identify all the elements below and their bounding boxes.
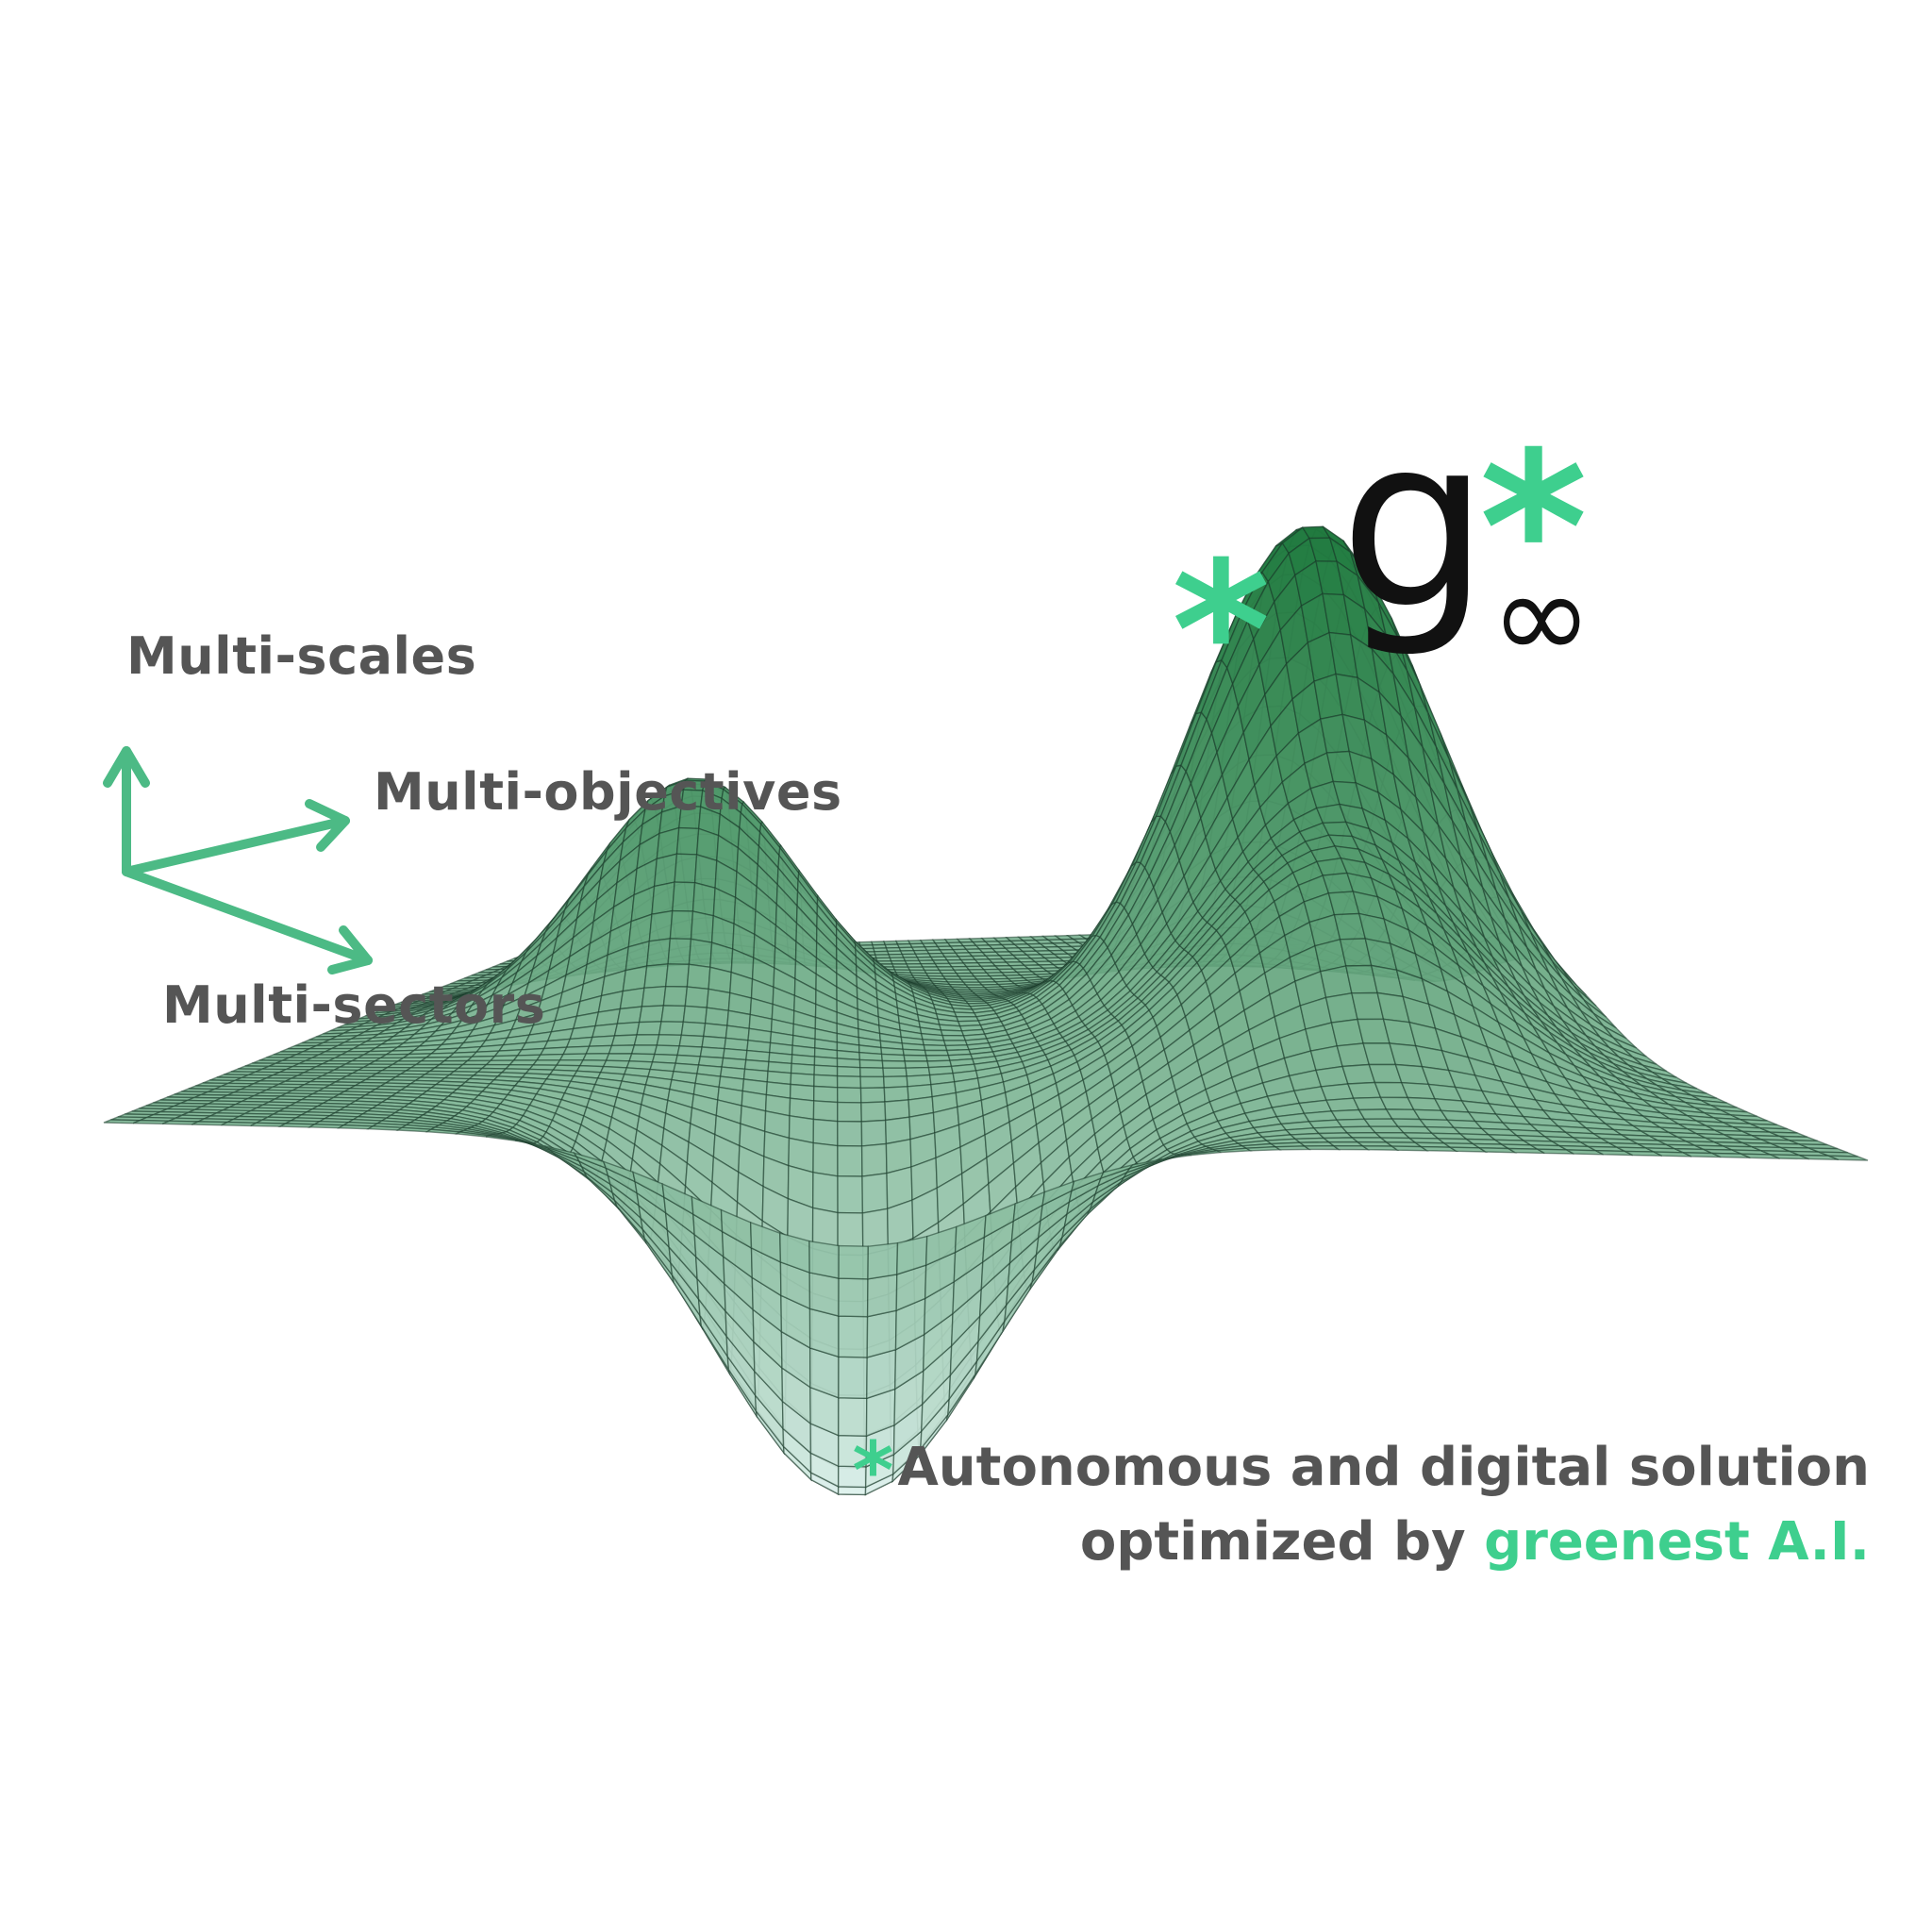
axis-right-arrow: [122, 816, 350, 876]
brand-logo: g * ∞: [1340, 406, 1623, 689]
axis-label-multi-objectives: Multi-objectives: [374, 762, 842, 822]
axis-label-multi-sectors: Multi-sectors: [162, 975, 546, 1035]
logo-letter: g: [1340, 386, 1490, 660]
peak-star-icon: *: [1172, 522, 1271, 741]
logo-infinity-icon: ∞: [1491, 544, 1593, 688]
axis-label-multi-scales: Multi-scales: [126, 626, 477, 686]
caption-line-2: optimized by greenest A.I.: [853, 1507, 1870, 1578]
caption-line-1: *Autonomous and digital solution: [853, 1431, 1870, 1510]
caption: *Autonomous and digital solution optimiz…: [853, 1431, 1870, 1578]
caption-line-1-text: Autonomous and digital solution: [897, 1437, 1870, 1498]
axis-down-arrow: [122, 867, 373, 965]
caption-highlight: greenest A.I.: [1484, 1511, 1870, 1573]
caption-star-icon: *: [852, 1424, 894, 1517]
caption-line-2-prefix: optimized by: [1079, 1511, 1485, 1573]
